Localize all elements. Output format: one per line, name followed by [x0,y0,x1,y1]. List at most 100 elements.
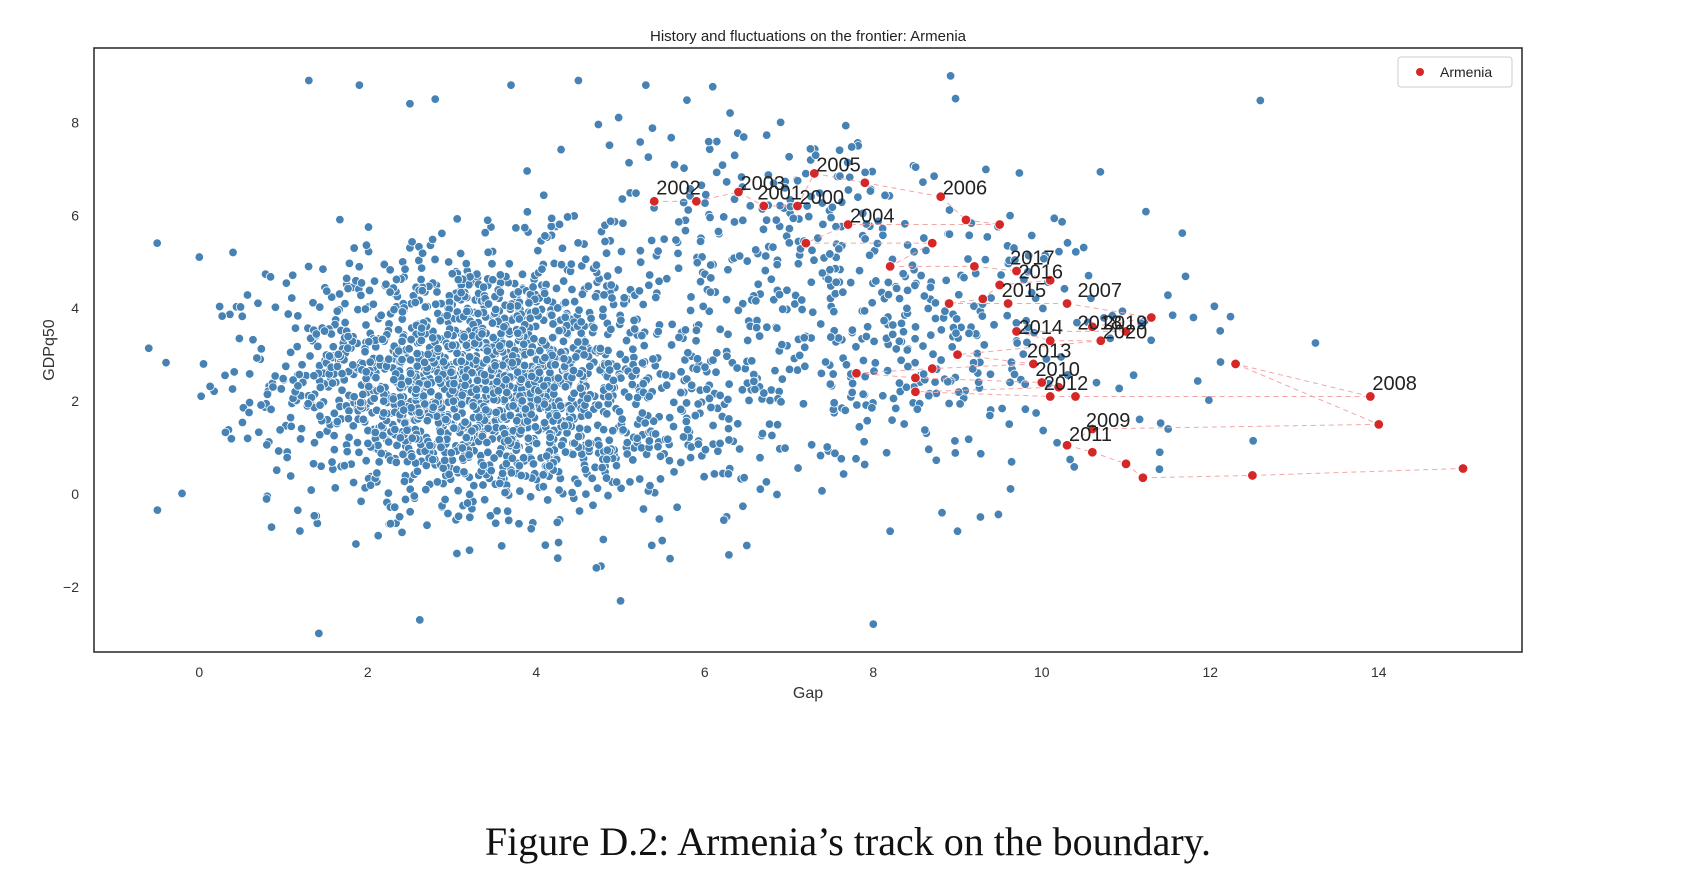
background-point [841,360,852,370]
y-axis-ticks: −2 0 2 4 6 8 [63,114,79,595]
background-point [332,361,343,372]
background-point [377,334,388,345]
background-point [519,360,530,371]
background-point [588,500,598,510]
background-point [711,367,721,377]
background-point [830,448,840,459]
background-point [616,315,626,326]
background-point [1078,242,1089,253]
background-point [733,419,743,429]
background-point [1225,311,1236,322]
background-point [830,289,841,299]
background-point [638,299,648,310]
chart-title: History and fluctuations on the frontier… [650,28,967,45]
background-point [944,398,954,409]
background-point [295,526,305,536]
armenia-point [1457,463,1469,474]
background-point [418,391,429,401]
background-point [820,357,831,367]
background-point [348,477,359,488]
background-point [242,433,253,444]
background-point [749,376,759,387]
figure-caption: Figure D.2: Armenia’s track on the bound… [484,819,1212,864]
background-point [482,354,492,365]
background-point [661,370,671,380]
background-point [304,75,314,86]
background-point [745,201,755,211]
background-point [290,323,301,333]
year-label: 2020 [1103,322,1148,344]
background-point [344,258,355,269]
background-point [847,378,858,389]
background-point [941,275,951,286]
background-point [674,332,684,343]
background-point [981,164,991,175]
background-point [764,419,775,429]
background-point [806,277,816,287]
background-point [641,80,651,90]
background-point [826,332,836,342]
background-point [1215,326,1225,336]
background-point [631,365,641,376]
background-point [447,340,458,350]
background-point [644,270,655,280]
background-point [256,344,267,354]
background-point [361,455,371,466]
background-point [654,276,664,286]
background-point [556,259,567,270]
background-point [577,289,588,299]
background-point [1083,270,1094,281]
background-point [680,325,691,335]
background-point [582,393,593,404]
background-point [817,486,827,496]
background-point [604,140,615,150]
background-point [440,494,450,505]
background-point [717,160,728,170]
background-point [573,238,583,248]
background-point [793,463,803,473]
background-point [568,365,579,376]
background-point [985,369,996,379]
background-point [754,331,765,341]
background-point [672,502,682,512]
background-point [462,306,472,317]
background-point [553,553,563,563]
background-point [761,477,772,487]
background-point [527,371,537,382]
background-point [363,438,373,449]
background-point [549,382,559,392]
background-point [369,276,380,286]
background-point [446,448,456,458]
background-point [356,496,366,507]
background-point [910,162,921,172]
background-point [327,457,337,467]
background-point [853,192,863,202]
background-point [332,306,342,316]
background-point [397,336,407,347]
background-point [797,295,807,305]
background-point [715,324,725,335]
background-point [615,349,625,359]
background-point [504,515,514,526]
background-point [964,328,974,339]
background-point [723,265,733,275]
background-point [936,325,947,335]
background-point [583,410,594,420]
background-point [493,386,504,396]
background-point [340,298,350,309]
background-point [495,478,505,489]
background-point [488,332,498,343]
background-point [881,448,892,458]
background-point [432,287,442,297]
background-point [573,478,583,488]
background-point [574,305,584,315]
background-point [329,408,340,419]
background-point [902,345,913,355]
background-point [952,526,963,536]
background-point [547,332,558,343]
background-point [885,526,895,536]
background-point [691,336,701,346]
background-point [492,506,502,516]
background-point [364,285,375,296]
background-point [449,423,459,433]
